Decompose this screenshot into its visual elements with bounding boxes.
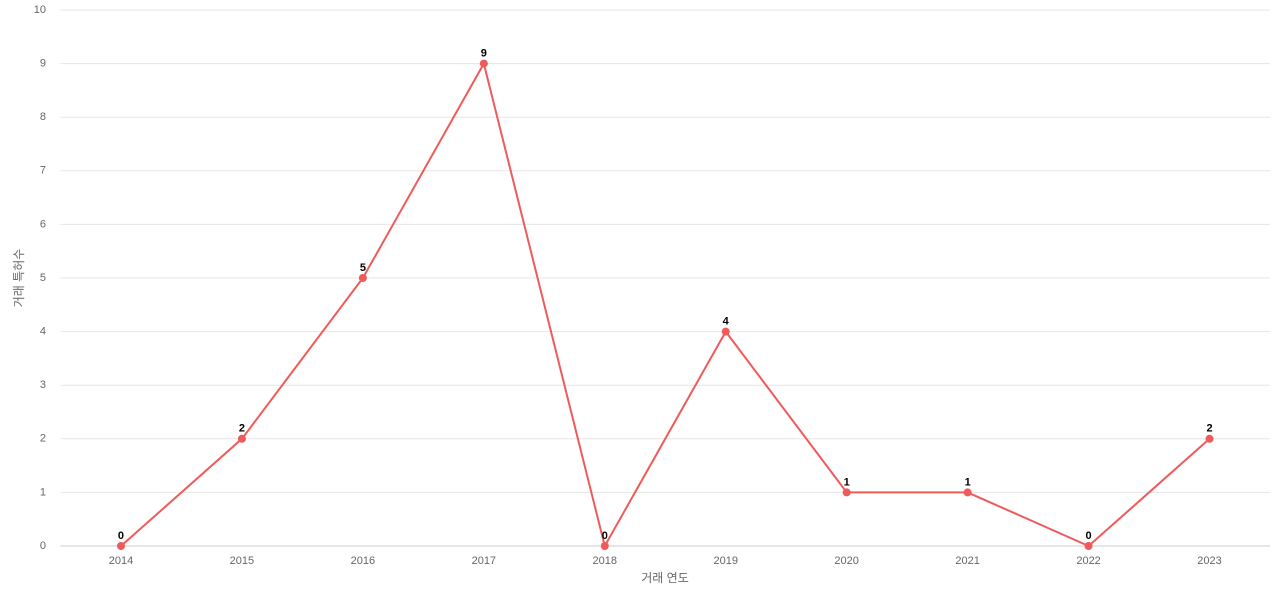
x-tick-label: 2023 <box>1197 555 1221 567</box>
x-tick-label: 2022 <box>1076 555 1100 567</box>
y-tick-label: 4 <box>40 326 46 338</box>
point <box>842 488 851 497</box>
value-label: 2 <box>239 423 245 435</box>
x-tick-label: 2019 <box>713 555 737 567</box>
point <box>358 274 367 282</box>
y-tick-label: 5 <box>40 272 46 284</box>
value-label: 9 <box>481 48 487 60</box>
x-tick-label: 2021 <box>955 555 979 567</box>
y-tick-label: 10 <box>34 4 46 16</box>
point <box>1205 434 1214 443</box>
x-tick-label: 2015 <box>230 555 254 567</box>
point <box>721 327 730 336</box>
point <box>479 59 488 68</box>
y-tick-label: 7 <box>40 165 46 177</box>
value-label: 1 <box>844 476 850 488</box>
point <box>1084 542 1093 550</box>
value-label: 0 <box>1086 530 1092 542</box>
point <box>116 542 125 550</box>
x-tick-label: 2017 <box>472 555 496 567</box>
y-tick-label: 8 <box>40 111 46 123</box>
value-label: 0 <box>602 530 608 542</box>
value-label: 1 <box>965 476 971 488</box>
y-tick-label: 6 <box>40 218 46 230</box>
value-label: 4 <box>723 316 730 328</box>
series-line <box>120 60 1211 549</box>
value-label: 2 <box>1206 423 1212 435</box>
x-tick-label: 2018 <box>593 555 617 567</box>
x-tick-label: 2014 <box>109 555 133 567</box>
y-tick-label: 3 <box>40 379 46 391</box>
point <box>963 488 972 497</box>
y-tick-label: 2 <box>40 433 46 445</box>
x-axis-label: 거래 연도 <box>641 571 689 585</box>
y-tick-label: 0 <box>40 540 46 552</box>
value-label: 5 <box>360 262 366 274</box>
value-label: 0 <box>118 530 124 542</box>
y-tick-label: 9 <box>40 58 46 70</box>
point <box>237 434 246 443</box>
x-tick-label: 2016 <box>351 555 375 567</box>
y-tick-label: 1 <box>40 486 46 498</box>
y-axis-label: 거래 특허수 <box>12 249 26 308</box>
x-tick-label: 2020 <box>834 555 858 567</box>
point <box>600 542 609 550</box>
